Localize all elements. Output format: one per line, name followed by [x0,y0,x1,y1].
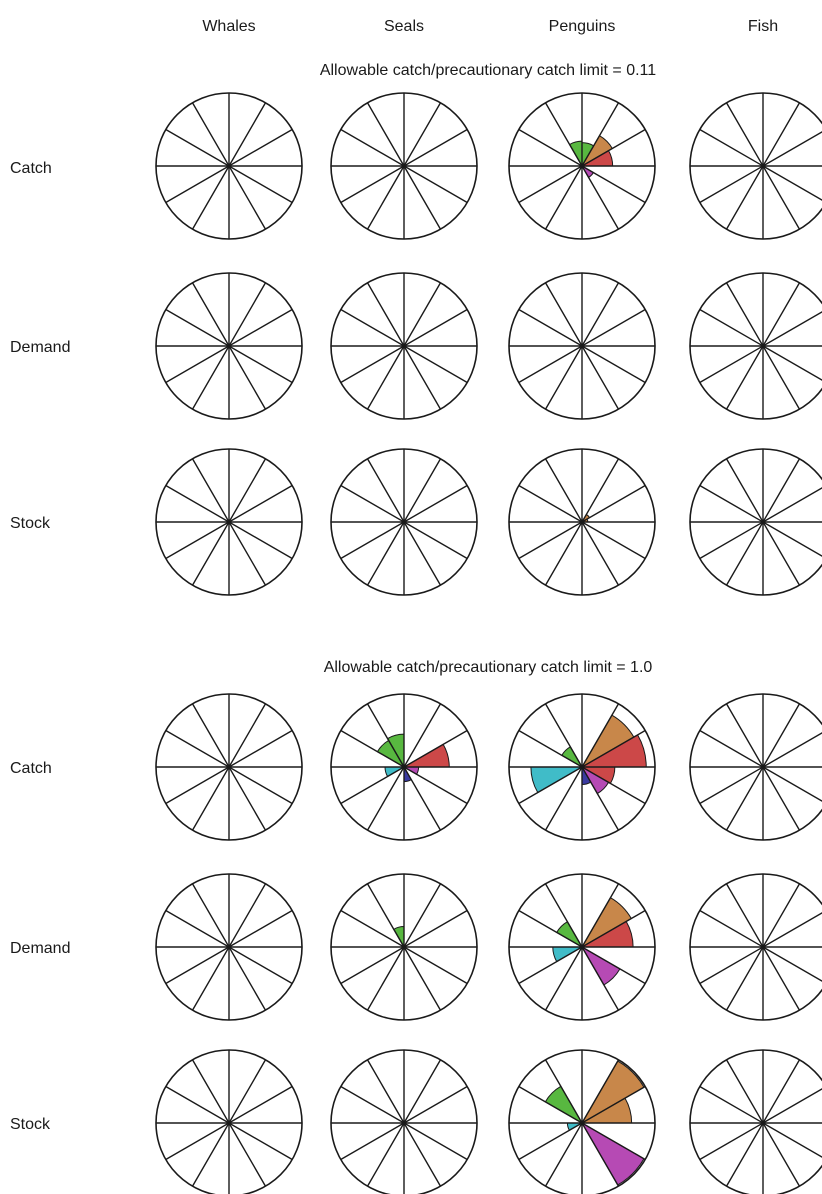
rose-spoke [544,458,620,586]
row-label-catch: Catch [10,760,52,777]
rose-catch-penguins [508,92,656,240]
column-headers: Whales Seals Penguins Fish [202,18,778,35]
rose-outline [508,92,656,240]
rose-spoke [366,102,442,230]
column-header-penguins: Penguins [549,18,616,35]
rose-outline [330,272,478,420]
rose-spoke [191,883,267,1011]
rose-catch-whales [155,92,303,240]
rose-catch-seals [330,92,478,240]
rose-spoke [544,102,620,230]
rose-spoke [725,458,801,586]
rose-outline [155,873,303,1021]
row-label-stock: Stock [10,1116,51,1133]
rose-spoke [366,458,442,586]
rose-spoke [544,883,620,1011]
rose-catch-penguins [508,693,656,841]
rose-outline [330,448,478,596]
rose-outline [330,1049,478,1194]
row-label-stock: Stock [10,515,51,532]
rose-grid [155,92,822,1194]
rose-outline [155,92,303,240]
rose-spoke [544,1059,620,1187]
column-header-whales: Whales [202,18,255,35]
rose-outline [508,272,656,420]
panel-title-top: Allowable catch/precautionary catch limi… [320,62,656,79]
rose-demand-whales [155,272,303,420]
rose-spoke [366,883,442,1011]
rose-spoke [725,883,801,1011]
rose-outline [330,873,478,1021]
rose-spoke [191,102,267,230]
rose-demand-fish [689,873,822,1021]
rose-spoke [191,282,267,410]
rose-spoke [366,1059,442,1187]
panel-title-bottom: Allowable catch/precautionary catch limi… [324,659,653,676]
row-label-demand: Demand [10,339,70,356]
rose-stock-penguins [508,448,656,596]
rose-outline [155,448,303,596]
rose-spoke [725,1059,801,1187]
rose-outline [508,1049,656,1194]
rose-outline [330,92,478,240]
rose-catch-seals [330,693,478,841]
rose-outline [689,92,822,240]
rose-spoke [191,703,267,831]
column-header-fish: Fish [748,18,778,35]
rose-outline [508,693,656,841]
row-labels-top: Catch Demand Stock [10,160,70,532]
rose-outline [689,272,822,420]
rose-outline [508,873,656,1021]
rose-outline [689,873,822,1021]
rose-spoke [725,102,801,230]
rose-demand-seals [330,873,478,1021]
rose-outline [689,448,822,596]
rose-stock-seals [330,448,478,596]
rose-outline [155,272,303,420]
rose-stock-penguins [508,1049,656,1194]
rose-demand-whales [155,873,303,1021]
rose-stock-seals [330,1049,478,1194]
rose-spoke [725,703,801,831]
rose-demand-penguins [508,873,656,1021]
rose-stock-fish [689,1049,822,1194]
rose-outline [689,693,822,841]
rose-stock-fish [689,448,822,596]
rose-spoke [544,282,620,410]
rose-spoke [725,282,801,410]
rose-demand-penguins [508,272,656,420]
rose-catch-fish [689,92,822,240]
rose-outline [155,1049,303,1194]
rose-catch-whales [155,693,303,841]
rose-stock-whales [155,448,303,596]
row-labels-bottom: Catch Demand Stock [10,760,70,1133]
row-label-demand: Demand [10,940,70,957]
rose-demand-fish [689,272,822,420]
rose-catch-fish [689,693,822,841]
rose-outline [330,693,478,841]
column-header-seals: Seals [384,18,424,35]
rose-outline [508,448,656,596]
rose-outline [689,1049,822,1194]
rose-outline [155,693,303,841]
rose-stock-whales [155,1049,303,1194]
rose-spoke [191,1059,267,1187]
rose-spoke [366,282,442,410]
rose-spoke [544,703,620,831]
row-label-catch: Catch [10,160,52,177]
rose-demand-seals [330,272,478,420]
rose-spoke [366,703,442,831]
rose-spoke [191,458,267,586]
